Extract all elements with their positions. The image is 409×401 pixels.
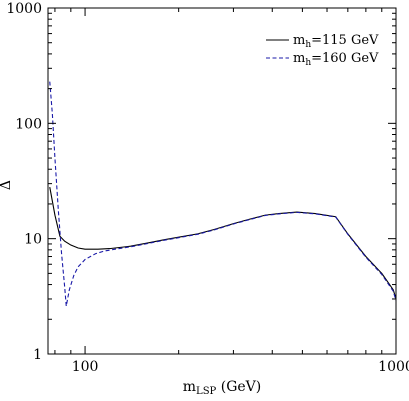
x-tick-label: 100 [72,359,99,375]
plot-frame [47,7,397,355]
legend-label-160: mh=160 GeV [293,51,379,68]
axis-ticks [48,7,397,355]
x-axis-title-main: m [183,379,196,395]
legend-label-115: mh=115 GeV [293,33,379,50]
x-axis-title-sub: LSP [196,386,216,397]
y-tick-label: 1000 [6,1,42,17]
y-tick-label: 1 [33,347,42,363]
series-line-1 [49,81,397,307]
x-axis-title-unit: (GeV) [216,379,261,395]
series-line-0 [49,186,397,300]
x-tick-label: 1000 [378,359,409,375]
y-axis-title: Δ [0,180,14,190]
legend: mh=115 GeV mh=160 GeV [266,33,379,68]
x-axis-title: mLSP (GeV) [183,379,261,397]
y-tick-label: 100 [15,116,42,132]
y-tick-label: 10 [24,232,42,248]
axis-tick-labels: 100 1000 1 10 100 1000 [6,1,409,375]
plot-lines [49,81,397,307]
